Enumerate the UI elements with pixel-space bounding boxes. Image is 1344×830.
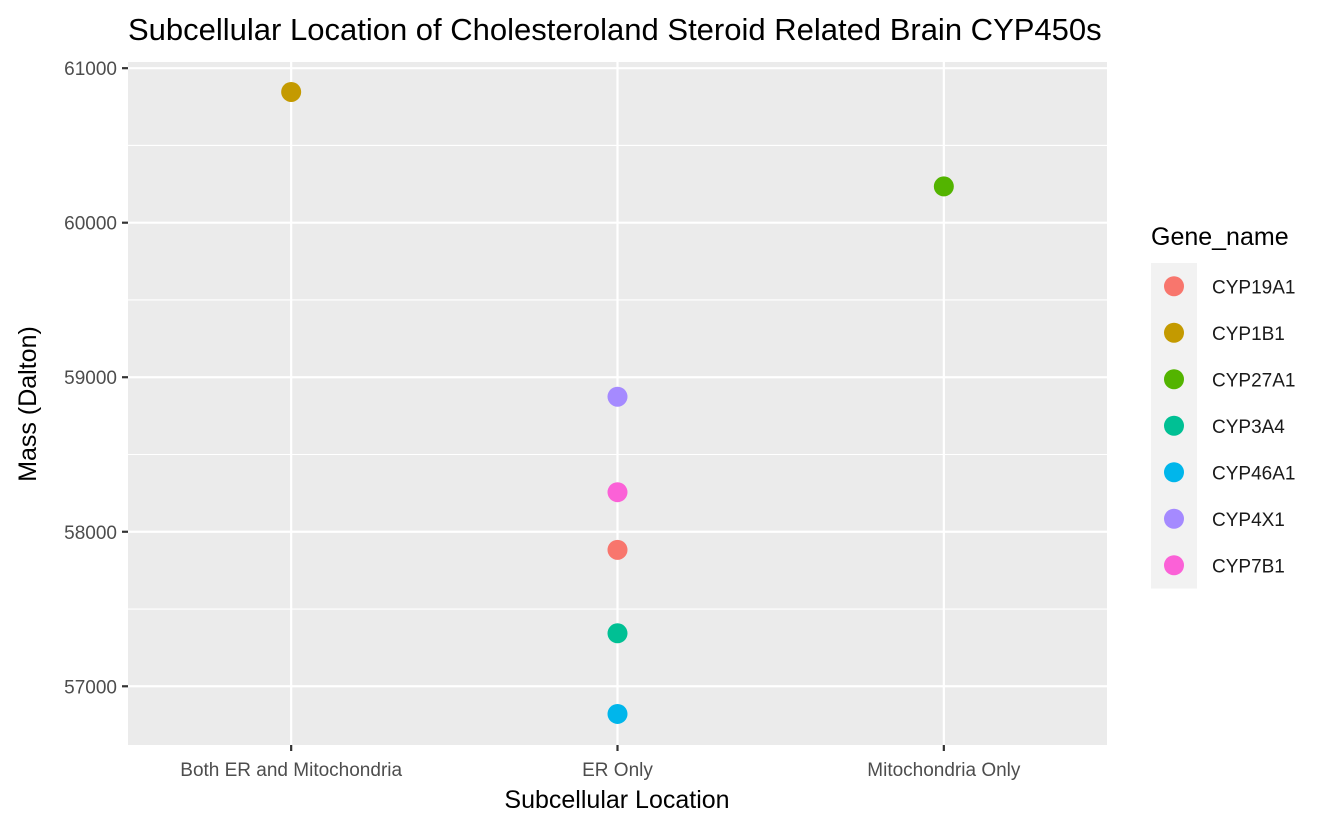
legend-key-marker xyxy=(1164,555,1184,576)
legend-label: CYP19A1 xyxy=(1212,277,1295,298)
legend-label: CYP4X1 xyxy=(1212,510,1285,531)
legend-key-marker xyxy=(1164,415,1184,436)
legend-key-marker xyxy=(1164,322,1184,343)
data-point xyxy=(607,623,628,644)
data-point xyxy=(607,703,628,724)
y-axis-title: Mass (Dalton) xyxy=(14,326,42,482)
x-tick-label: Both ER and Mitochondria xyxy=(180,760,402,781)
legend-label: CYP7B1 xyxy=(1212,556,1285,577)
y-tick-label: 59000 xyxy=(64,368,117,389)
legend-key-marker xyxy=(1164,508,1184,529)
legend-label: CYP1B1 xyxy=(1212,324,1285,345)
data-point xyxy=(607,386,628,407)
y-axis: 57000 58000 59000 60000 61000 xyxy=(64,59,128,698)
y-tick-label: 60000 xyxy=(64,214,117,235)
legend-title: Gene_name xyxy=(1151,223,1289,251)
legend-label: CYP3A4 xyxy=(1212,417,1285,438)
chart-title: Subcellular Location of Cholesteroland S… xyxy=(128,12,1102,47)
data-points xyxy=(281,81,954,724)
y-tick-label: 58000 xyxy=(64,523,117,544)
data-point xyxy=(607,539,628,560)
y-tick-label: 61000 xyxy=(64,59,117,80)
legend-key-marker xyxy=(1164,276,1184,297)
legend: Gene_name CYP19A1 CYP1B1 CYP27A1 CYP3A4 CYP4… xyxy=(1151,223,1295,589)
legend-key-marker xyxy=(1164,462,1184,483)
x-tick-label: ER Only xyxy=(582,760,653,781)
data-point xyxy=(281,81,302,102)
legend-key-marker xyxy=(1164,369,1184,390)
data-point xyxy=(607,482,628,503)
data-point xyxy=(933,176,954,197)
legend-label: CYP27A1 xyxy=(1212,370,1295,391)
y-tick-label: 57000 xyxy=(64,677,117,698)
x-axis-title: Subcellular Location xyxy=(504,786,729,814)
x-tick-label: Mitochondria Only xyxy=(867,760,1021,781)
x-axis: Both ER and Mitochondria ER Only Mitochond… xyxy=(180,745,1021,781)
legend-label: CYP46A1 xyxy=(1212,463,1295,484)
